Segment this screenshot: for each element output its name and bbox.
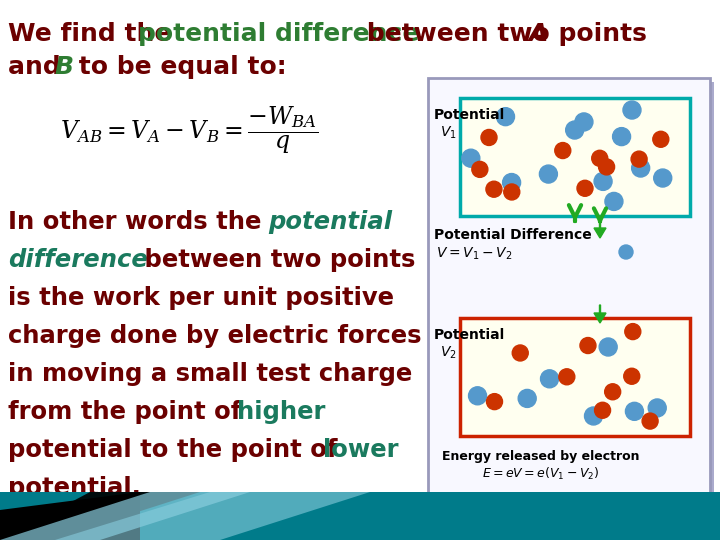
Text: Potential: Potential bbox=[434, 328, 505, 342]
Circle shape bbox=[626, 402, 644, 420]
Text: between two points: between two points bbox=[358, 22, 656, 46]
Bar bbox=[0, 492, 720, 540]
Circle shape bbox=[599, 338, 617, 356]
Text: $V_1$: $V_1$ bbox=[440, 125, 456, 141]
Text: potential: potential bbox=[268, 210, 392, 234]
FancyArrow shape bbox=[594, 220, 606, 238]
Circle shape bbox=[575, 113, 593, 131]
Circle shape bbox=[559, 369, 575, 385]
Circle shape bbox=[566, 121, 584, 139]
Circle shape bbox=[512, 345, 528, 361]
Text: and: and bbox=[8, 55, 70, 79]
Circle shape bbox=[654, 169, 672, 187]
Circle shape bbox=[504, 184, 520, 200]
Text: difference: difference bbox=[8, 248, 148, 272]
Circle shape bbox=[541, 370, 559, 388]
Text: Potential Difference: Potential Difference bbox=[434, 228, 592, 242]
Circle shape bbox=[653, 131, 669, 147]
Text: lower: lower bbox=[323, 438, 398, 462]
Circle shape bbox=[472, 161, 488, 177]
Text: Energy released by electron: Energy released by electron bbox=[442, 450, 640, 463]
Circle shape bbox=[555, 143, 571, 159]
FancyArrow shape bbox=[594, 305, 606, 323]
Text: from the point of: from the point of bbox=[8, 400, 250, 424]
Text: B: B bbox=[54, 55, 73, 79]
Circle shape bbox=[469, 387, 487, 405]
Text: in moving a small test charge: in moving a small test charge bbox=[8, 362, 413, 386]
Text: We find the: We find the bbox=[8, 22, 180, 46]
Circle shape bbox=[577, 180, 593, 197]
Circle shape bbox=[592, 150, 608, 166]
Bar bbox=[428, 78, 710, 526]
Circle shape bbox=[497, 107, 515, 126]
Polygon shape bbox=[0, 492, 200, 540]
Circle shape bbox=[631, 159, 649, 177]
Circle shape bbox=[486, 181, 502, 197]
Circle shape bbox=[598, 159, 615, 175]
Circle shape bbox=[585, 407, 603, 425]
Text: potential to the point of: potential to the point of bbox=[8, 438, 346, 462]
Circle shape bbox=[580, 338, 596, 354]
Text: to be equal to:: to be equal to: bbox=[70, 55, 287, 79]
Text: is the work per unit positive: is the work per unit positive bbox=[8, 286, 394, 310]
Circle shape bbox=[487, 394, 503, 410]
Circle shape bbox=[623, 101, 641, 119]
Text: In other words the: In other words the bbox=[8, 210, 270, 234]
Text: $E = eV = e(V_1 - V_2)$: $E = eV = e(V_1 - V_2)$ bbox=[482, 466, 600, 482]
Bar bbox=[0, 492, 720, 540]
Circle shape bbox=[642, 413, 658, 429]
Circle shape bbox=[619, 245, 633, 259]
Text: $V_{AB} = V_A - V_B = \dfrac{-W_{BA}}{q}$: $V_{AB} = V_A - V_B = \dfrac{-W_{BA}}{q}… bbox=[60, 105, 318, 156]
Text: Potential: Potential bbox=[434, 108, 505, 122]
Circle shape bbox=[594, 172, 612, 191]
Bar bbox=[460, 98, 690, 216]
Text: potential difference: potential difference bbox=[138, 22, 419, 46]
Polygon shape bbox=[0, 492, 720, 540]
Circle shape bbox=[624, 368, 640, 384]
Circle shape bbox=[481, 130, 497, 145]
Circle shape bbox=[613, 127, 631, 146]
Circle shape bbox=[648, 399, 666, 417]
Text: $V_2$: $V_2$ bbox=[440, 345, 456, 361]
Circle shape bbox=[518, 389, 536, 407]
Polygon shape bbox=[0, 492, 250, 540]
Text: potential.: potential. bbox=[8, 476, 141, 500]
Polygon shape bbox=[55, 492, 370, 540]
Bar bbox=[432, 82, 714, 530]
Circle shape bbox=[462, 149, 480, 167]
Bar bbox=[460, 318, 690, 436]
Circle shape bbox=[605, 192, 623, 211]
Text: higher: higher bbox=[237, 400, 325, 424]
Circle shape bbox=[605, 384, 621, 400]
Text: charge done by electric forces: charge done by electric forces bbox=[8, 324, 421, 348]
Circle shape bbox=[595, 402, 611, 418]
Polygon shape bbox=[0, 492, 140, 540]
Circle shape bbox=[503, 173, 521, 192]
Text: $V = V_1 - V_2$: $V = V_1 - V_2$ bbox=[436, 246, 513, 262]
Circle shape bbox=[625, 323, 641, 340]
Circle shape bbox=[539, 165, 557, 183]
Text: between two points: between two points bbox=[136, 248, 415, 272]
Text: A: A bbox=[529, 22, 549, 46]
Circle shape bbox=[631, 151, 647, 167]
